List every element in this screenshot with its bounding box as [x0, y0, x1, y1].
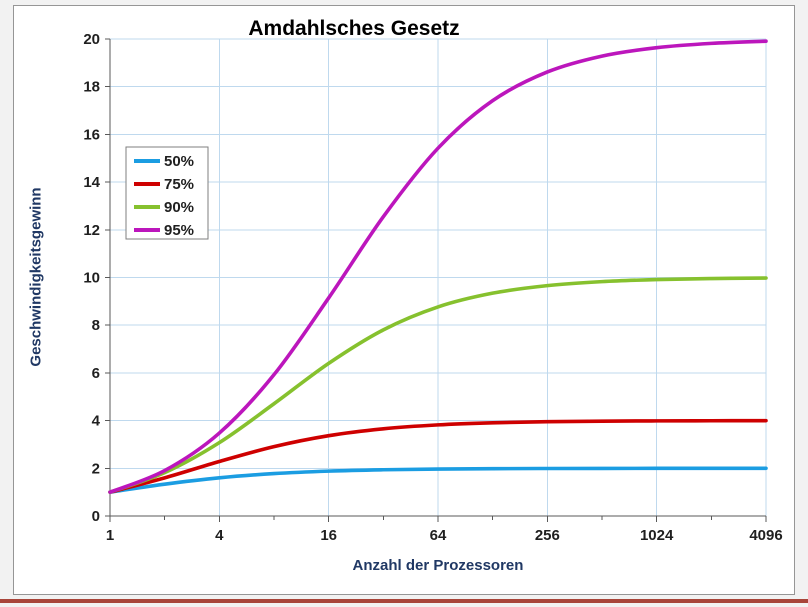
svg-text:64: 64 [430, 527, 447, 544]
svg-text:12: 12 [83, 222, 100, 239]
svg-text:4096: 4096 [749, 527, 782, 544]
svg-text:14: 14 [83, 174, 100, 191]
svg-text:90%: 90% [164, 199, 194, 216]
chart-title: Amdahlsches Gesetz [248, 17, 460, 40]
svg-text:0: 0 [92, 508, 100, 525]
svg-text:4: 4 [215, 527, 224, 544]
svg-text:20: 20 [83, 31, 100, 48]
svg-text:1024: 1024 [640, 527, 674, 544]
svg-text:256: 256 [535, 527, 560, 544]
svg-text:16: 16 [83, 126, 100, 143]
svg-text:10: 10 [83, 270, 100, 287]
svg-text:75%: 75% [164, 176, 194, 193]
svg-text:50%: 50% [164, 153, 194, 170]
bottom-rule [0, 599, 808, 603]
svg-text:18: 18 [83, 79, 100, 96]
x-axis-label: Anzahl der Prozessoren [352, 557, 524, 574]
y-axis-label: Geschwindigkeitsgewinn [27, 187, 45, 367]
svg-text:95%: 95% [164, 222, 194, 239]
amdahl-line-chart: 1 4 16 64 256 1024 40960246810121416182050%75%… [83, 31, 782, 544]
svg-text:1: 1 [106, 527, 114, 544]
svg-text:6: 6 [92, 365, 100, 382]
svg-text:2: 2 [92, 460, 100, 477]
svg-text:8: 8 [92, 317, 100, 334]
chart-frame: Amdahlsches Gesetz Geschwindigkeitsgewin… [13, 5, 795, 595]
svg-text:16: 16 [320, 527, 337, 544]
svg-text:4: 4 [92, 413, 101, 430]
